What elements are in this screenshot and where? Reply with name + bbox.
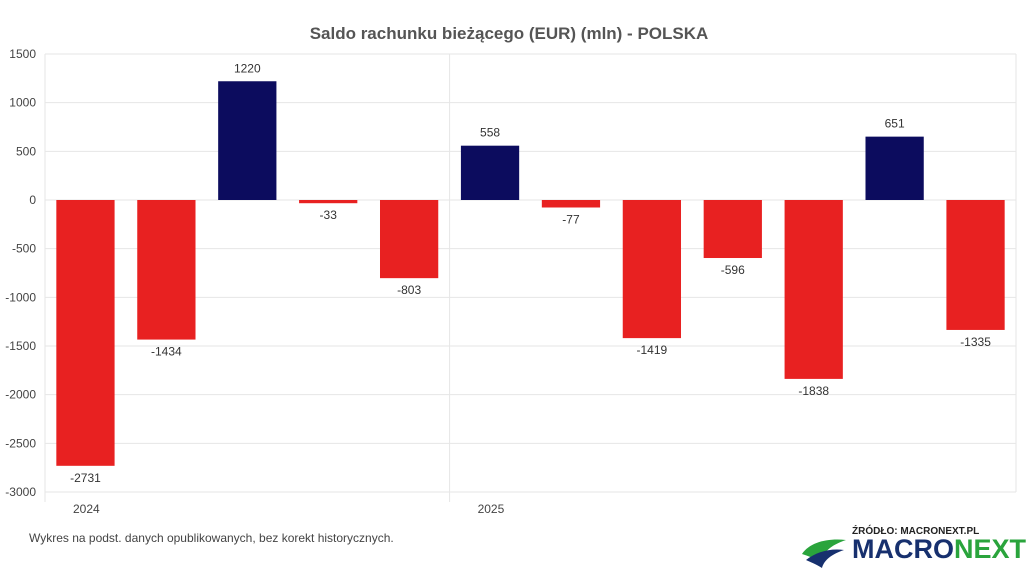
data-label: -1434	[151, 345, 182, 359]
chart-title: Saldo rachunku bieżącego (EUR) (mln) - P…	[310, 24, 709, 43]
data-label: -1335	[960, 335, 991, 349]
data-label: 558	[480, 126, 500, 140]
y-tick-label: -2000	[5, 388, 36, 402]
data-label: -77	[562, 212, 580, 226]
data-label: 1220	[234, 61, 261, 75]
bar	[946, 200, 1005, 330]
y-tick-label: -3000	[5, 485, 36, 499]
y-tick-label: 1000	[9, 96, 36, 110]
data-label: -2731	[70, 471, 101, 485]
grid-layer	[44, 53, 1017, 502]
source-logo: ŹRÓDŁO: MACRONEXT.PL MACRONEXT	[800, 520, 1026, 572]
source-label: ŹRÓDŁO: MACRONEXT.PL	[852, 526, 980, 537]
bar	[299, 200, 358, 204]
y-tick-label: 0	[29, 193, 36, 207]
axis-layer: 1500 1000 500 0 -500 -1000 -1500 -2000 -2500 -300…	[5, 47, 504, 516]
data-label: -1419	[637, 343, 668, 357]
brand-part-2: NEXT	[954, 534, 1027, 564]
footnote: Wykres na podst. danych opublikowanych, …	[29, 531, 394, 545]
y-tick-label: -500	[12, 242, 36, 256]
data-label: -33	[320, 208, 338, 222]
y-tick-label: -1000	[5, 290, 36, 304]
chart: Saldo rachunku bieżącego (EUR) (mln) - P…	[5, 24, 1017, 516]
bar	[460, 145, 520, 200]
bar	[622, 200, 682, 339]
bar	[218, 81, 277, 200]
y-tick-label: -2500	[5, 436, 36, 450]
y-tick-label: -1500	[5, 339, 36, 353]
bar	[379, 200, 439, 279]
bar	[137, 200, 196, 340]
brand-part-1: MACRO	[852, 534, 954, 564]
bar	[56, 200, 115, 466]
brand-name: MACRONEXT	[852, 534, 1026, 564]
bar	[541, 200, 601, 208]
data-label: -596	[721, 263, 745, 277]
bar	[784, 200, 843, 379]
y-tick-label: 1500	[9, 47, 36, 61]
x-tick-label: 2024	[73, 502, 100, 516]
data-label: -803	[397, 283, 421, 297]
bar	[865, 136, 924, 200]
data-label: 651	[885, 117, 905, 131]
x-tick-label: 2025	[478, 502, 505, 516]
bar	[703, 200, 762, 259]
label-layer: -2731 -1434 1220 -33 -803 558 -77 -1419 -596 -183…	[70, 61, 991, 485]
y-tick-label: 500	[16, 144, 36, 158]
macronext-logo-icon	[802, 539, 846, 568]
bar-layer	[56, 81, 1005, 466]
data-label: -1838	[798, 384, 829, 398]
